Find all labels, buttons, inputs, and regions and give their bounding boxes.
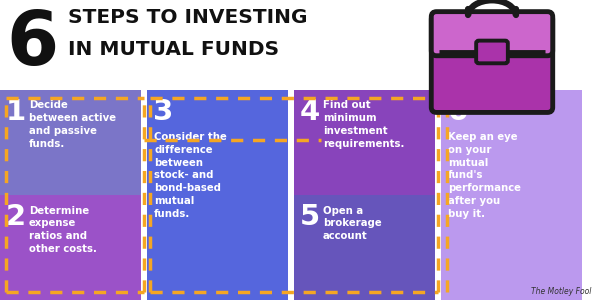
Bar bbox=[294, 195, 435, 300]
Bar bbox=[294, 90, 435, 195]
Text: Decide
between active
and passive
funds.: Decide between active and passive funds. bbox=[29, 100, 116, 149]
Text: 4: 4 bbox=[300, 98, 320, 126]
Bar bbox=[0, 195, 141, 300]
Bar bbox=[0, 90, 141, 195]
Text: Open a
brokerage
account: Open a brokerage account bbox=[323, 206, 382, 241]
Text: 5: 5 bbox=[300, 203, 320, 231]
Text: STEPS TO INVESTING: STEPS TO INVESTING bbox=[68, 8, 308, 27]
Text: 2: 2 bbox=[6, 203, 26, 231]
Text: 6: 6 bbox=[6, 8, 58, 81]
Text: Consider the
difference
between
stock- and
bond-based
mutual
funds.: Consider the difference between stock- a… bbox=[154, 132, 227, 219]
Text: IN MUTUAL FUNDS: IN MUTUAL FUNDS bbox=[68, 40, 279, 59]
Text: 6: 6 bbox=[447, 98, 467, 126]
Bar bbox=[441, 90, 582, 300]
Text: Determine
expense
ratios and
other costs.: Determine expense ratios and other costs… bbox=[29, 206, 97, 254]
Text: Keep an eye
on your
mutual
fund's
performance
after you
buy it.: Keep an eye on your mutual fund's perfor… bbox=[448, 132, 521, 219]
Text: Find out
minimum
investment
requirements.: Find out minimum investment requirements… bbox=[323, 100, 404, 149]
Bar bbox=[147, 90, 288, 300]
Text: 1: 1 bbox=[6, 98, 26, 126]
Text: 3: 3 bbox=[153, 98, 173, 126]
FancyBboxPatch shape bbox=[476, 40, 508, 63]
Text: The Motley Fool: The Motley Fool bbox=[530, 287, 591, 296]
FancyBboxPatch shape bbox=[431, 12, 553, 56]
FancyBboxPatch shape bbox=[431, 14, 553, 112]
